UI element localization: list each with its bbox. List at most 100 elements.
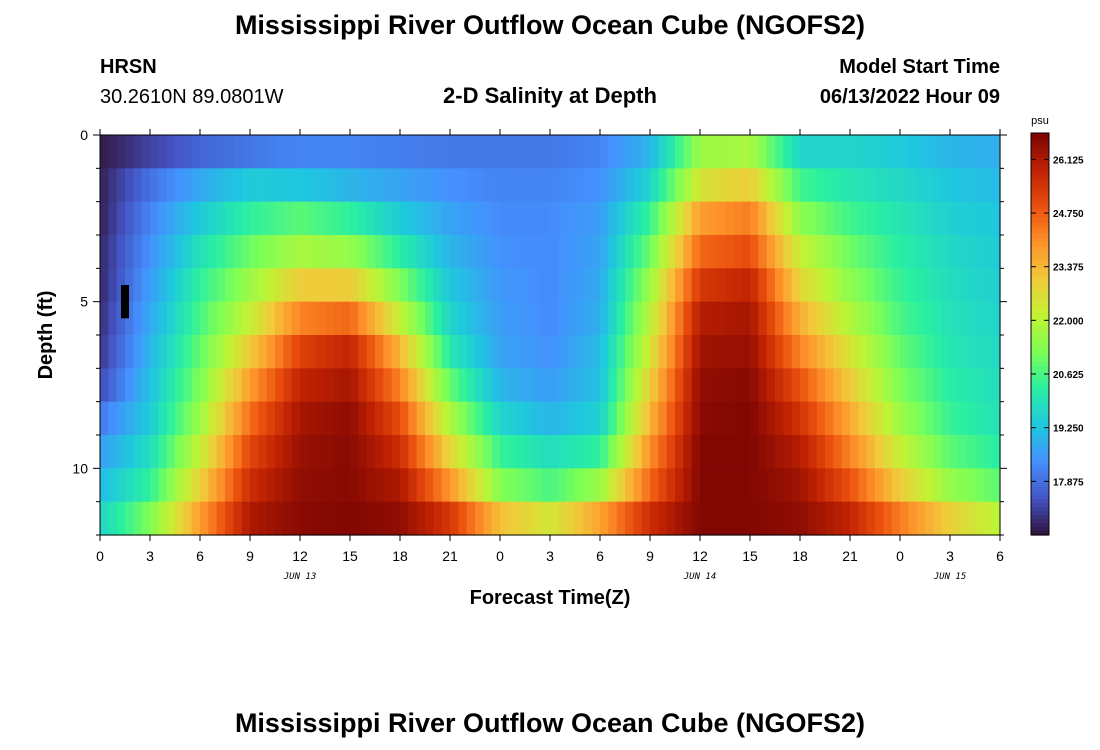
colorbar-segment (1031, 526, 1049, 532)
heatmap-cell (558, 268, 568, 303)
heatmap-cell (250, 268, 259, 303)
heatmap-cell (616, 201, 626, 236)
x-tick-label: 3 (146, 548, 154, 564)
colorbar-segment (1031, 257, 1049, 263)
heatmap-cell (183, 435, 193, 469)
heatmap-cell (208, 235, 218, 269)
heatmap-cell (283, 401, 293, 436)
heatmap-cell (525, 135, 534, 169)
heatmap-cell (733, 501, 743, 536)
heatmap-cell (841, 235, 851, 269)
heatmap-cell (258, 235, 268, 269)
heatmap-cell (250, 435, 259, 469)
heatmap-cell (766, 135, 776, 169)
colorbar-tick-label: 20.625 (1053, 370, 1084, 381)
heatmap-cell (141, 335, 151, 369)
heatmap-cell (658, 301, 668, 336)
heatmap-cell (750, 168, 759, 203)
heatmap-cell (783, 168, 793, 203)
heatmap-cell (508, 301, 518, 336)
heatmap-cell (783, 235, 793, 269)
heatmap-cell (700, 135, 709, 169)
heatmap-cell (983, 335, 993, 369)
heatmap-cell (400, 335, 409, 369)
heatmap-cell (816, 235, 826, 269)
heatmap-cell (775, 135, 784, 169)
colorbar-segment (1031, 161, 1049, 166)
heatmap-cell (650, 401, 659, 436)
heatmap-cell (350, 335, 359, 369)
heatmap-cell (191, 135, 201, 169)
colorbar-segment (1031, 382, 1049, 387)
heatmap-cell (525, 435, 534, 469)
heatmap-cell (516, 401, 526, 436)
heatmap-cell (341, 235, 351, 269)
heatmap-cell (125, 435, 134, 469)
heatmap-cell (658, 468, 668, 503)
heatmap-cell (675, 268, 684, 303)
heatmap-cell (791, 501, 801, 536)
heatmap-cell (433, 335, 443, 369)
heatmap-cell (916, 168, 926, 203)
heatmap-cell (675, 201, 684, 236)
heatmap-cell (958, 235, 968, 269)
heatmap-cell (333, 368, 343, 403)
heatmap-cell (283, 135, 293, 169)
colorbar-segment (1031, 398, 1049, 403)
heatmap-cell (400, 368, 409, 403)
heatmap-cell (391, 168, 401, 203)
colorbar-segment (1031, 482, 1049, 488)
heatmap-cell (716, 501, 726, 536)
heatmap-cell (766, 235, 776, 269)
heatmap-cell (983, 501, 993, 536)
heatmap-cell (741, 135, 751, 169)
heatmap-cell (775, 235, 784, 269)
heatmap-cell (583, 468, 593, 503)
heatmap-cell (541, 201, 551, 236)
heatmap-cell (533, 201, 543, 236)
heatmap-cell (758, 335, 768, 369)
heatmap-cell (641, 401, 651, 436)
heatmap-cell (433, 268, 443, 303)
heatmap-cell (325, 168, 334, 203)
heatmap-cell (466, 301, 476, 336)
heatmap-cell (783, 201, 793, 236)
heatmap-cell (616, 401, 626, 436)
heatmap-cell (683, 268, 693, 303)
heatmap-cell (708, 201, 718, 236)
colorbar-segment (1031, 201, 1049, 206)
heatmap-cell (650, 168, 659, 203)
heatmap-cell (116, 201, 126, 236)
heatmap-cell (483, 335, 493, 369)
heatmap-cells (100, 135, 1001, 536)
heatmap-cell (191, 335, 201, 369)
colorbar-segment (1031, 410, 1049, 415)
heatmap-cell (716, 435, 726, 469)
heatmap-cell (600, 435, 609, 469)
heatmap-cell (308, 401, 318, 436)
colorbar-segment (1031, 185, 1049, 190)
heatmap-cell (425, 201, 434, 236)
colorbar-segment (1031, 221, 1049, 227)
heatmap-cell (225, 235, 234, 269)
colorbar-tick-label: 26.125 (1053, 155, 1084, 166)
heatmap-cell (741, 501, 751, 536)
heatmap-cell (358, 201, 368, 236)
heatmap-cell (708, 168, 718, 203)
colorbar-segment (1031, 522, 1049, 528)
heatmap-cell (308, 168, 318, 203)
heatmap-cell (150, 235, 159, 269)
heatmap-cell (383, 268, 393, 303)
heatmap-cell (933, 435, 943, 469)
heatmap-cell (533, 168, 543, 203)
heatmap-cell (516, 168, 526, 203)
heatmap-cell (933, 135, 943, 169)
heatmap-cell (316, 368, 326, 403)
heatmap-cell (758, 201, 768, 236)
heatmap-cell (250, 501, 259, 536)
heatmap-cell (350, 135, 359, 169)
x-tick-label: 0 (896, 548, 904, 564)
colorbar-segment (1031, 265, 1049, 271)
heatmap-cell (316, 501, 326, 536)
heatmap-cell (825, 468, 834, 503)
